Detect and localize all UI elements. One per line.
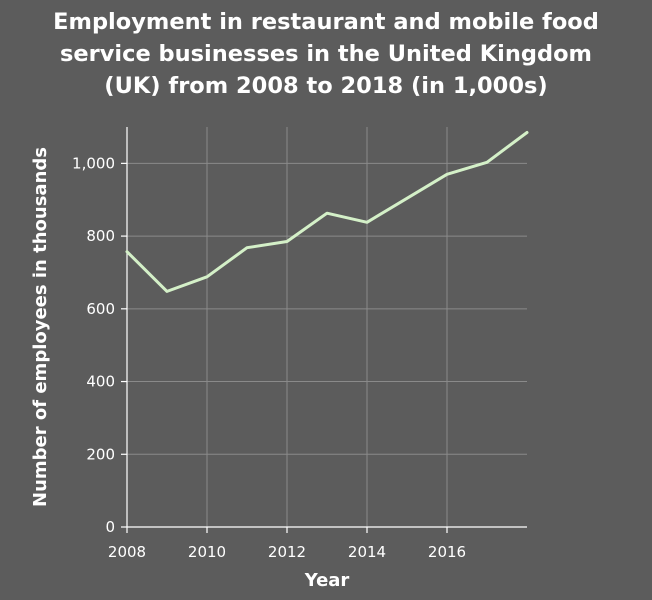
chart-title: Employment in restaurant and mobile food… bbox=[53, 9, 599, 99]
x-axis-label: Year bbox=[304, 570, 350, 591]
axes bbox=[126, 127, 527, 528]
series-group bbox=[125, 131, 529, 293]
chart-title-line-2: service businesses in the United Kingdom bbox=[60, 41, 592, 67]
y-axis-label: Number of employees in thousands bbox=[30, 147, 51, 507]
x-tick-label: 2008 bbox=[108, 543, 146, 561]
y-tick-label: 600 bbox=[86, 300, 115, 318]
x-tick-label: 2010 bbox=[188, 543, 226, 561]
grid-lines bbox=[127, 127, 527, 527]
y-tick-label: 200 bbox=[86, 445, 115, 463]
y-tick-label: 1,000 bbox=[72, 154, 115, 172]
y-axis-ticks: 0 200 400 600 800 1,000 bbox=[72, 154, 127, 536]
y-tick-label: 400 bbox=[86, 373, 115, 391]
chart-title-line-1: Employment in restaurant and mobile food bbox=[53, 9, 599, 35]
x-tick-label: 2012 bbox=[268, 543, 306, 561]
y-tick-label: 800 bbox=[86, 227, 115, 245]
chart-title-line-3: (UK) from 2008 to 2018 (in 1,000s) bbox=[104, 73, 547, 99]
x-tick-label: 2014 bbox=[348, 543, 386, 561]
series-line bbox=[125, 131, 529, 293]
x-tick-label: 2016 bbox=[428, 543, 466, 561]
y-tick-label: 0 bbox=[105, 518, 115, 536]
x-axis-ticks: 2008 2010 2012 2014 2016 bbox=[108, 527, 466, 561]
